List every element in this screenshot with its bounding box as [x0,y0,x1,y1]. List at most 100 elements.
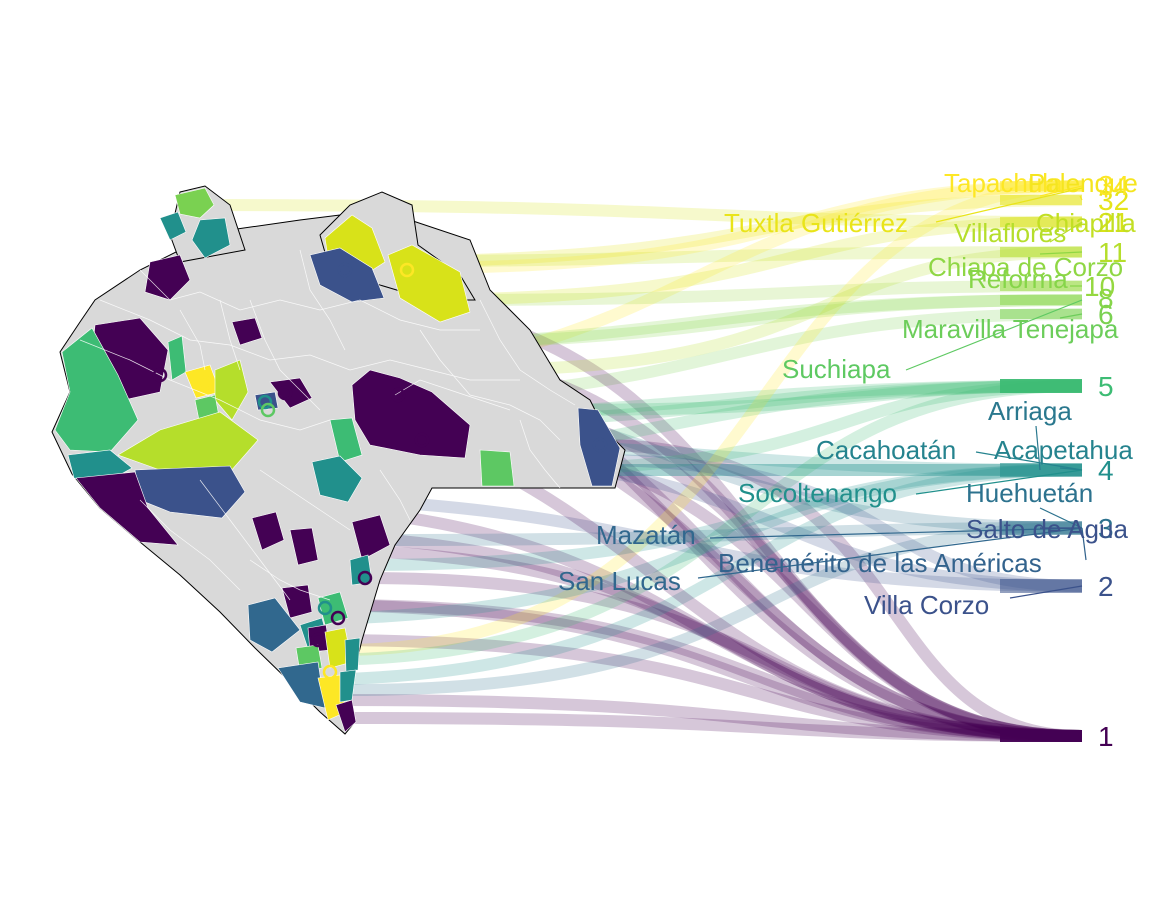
flow-ribbon [344,194,1083,268]
flow-ribbon [469,246,1083,376]
municipality-region [329,417,363,463]
flow-ribbon [264,464,1083,626]
count-label: 5 [1098,371,1114,402]
centroid-marker [257,394,273,410]
flow-ribbon [419,280,1083,306]
municipality-label: Villaflores [954,218,1066,248]
count-label: 8 [1098,283,1114,314]
municipality-label: Socoltenango [738,478,897,508]
municipality-region [281,584,313,619]
municipality-region [289,527,319,566]
flow-ribbon [599,439,1083,742]
flow-ribbon [404,180,1083,274]
count-label: 32 [1098,185,1129,216]
count-label: 21 [1098,207,1129,238]
flow-ribbon [339,180,1083,656]
flow-ribbon [344,712,1083,742]
leader-line [1039,185,1083,197]
leader-line [905,299,1083,371]
leader-line [1079,195,1083,201]
municipality-region [251,511,285,551]
leader-line [1049,221,1083,243]
leader-line [975,451,1083,471]
centroid-markers [152,262,608,680]
municipality-region [577,407,621,487]
municipality-region [349,554,373,586]
flow-ribbon [349,522,1083,696]
municipality-label: Mazatán [596,520,696,550]
count-label: 6 [1098,299,1114,330]
municipality-region [247,597,301,653]
municipality-label: Maravilla Tenejapa [902,314,1119,344]
count-label: 2 [1098,571,1114,602]
municipality-region [311,455,363,503]
municipality-label: Cacahoatán [816,435,956,465]
leader-line [1039,251,1083,255]
flow-ribbon [364,572,1083,742]
flow-ribbon [311,380,1083,666]
flow-ribbon [299,599,1083,742]
flow-ribbon [299,544,1083,742]
municipality-region [479,449,515,487]
leader-line [709,527,1083,539]
municipality-label: San Lucas [558,566,681,596]
flow-ribbon [369,522,1083,546]
count-label: 34 [1098,170,1129,201]
municipality-region [317,591,349,626]
leader-line [1009,585,1083,599]
centroid-marker [197,375,213,391]
flow-ribbon [264,529,1083,742]
centroid-marker [337,262,353,278]
centroid-marker [357,570,373,586]
flow-ribbon [399,216,1083,306]
leader-line [915,469,1083,495]
count-label: 4 [1098,455,1114,486]
municipality-label: Villa Corzo [864,590,989,620]
centroid-marker [260,402,276,418]
municipality-region [351,514,391,561]
flow-ribbon [329,694,1083,742]
municipality-label: Acapetahua [994,435,1133,465]
municipality-label: Salto de Agua [966,514,1128,544]
leader-line [1081,527,1087,561]
centroid-marker [310,632,326,648]
municipality-borders [79,249,576,601]
municipality-region [231,317,263,346]
flow-ribbon [317,634,1083,742]
label-leader-lines [697,185,1087,599]
municipality-region [344,637,361,673]
centroid-marker [330,610,346,626]
centroid-marker [414,432,430,448]
municipality-label: Suchiapa [782,354,891,384]
leader-line [1039,507,1083,529]
municipality-region [159,211,187,241]
centroid-marker [152,367,168,383]
municipality-label: Tapachula [944,168,1063,198]
municipality-label: Reforma [968,264,1068,294]
count-label: 3 [1098,513,1114,544]
centroid-marker [399,262,415,278]
municipality-region [277,661,326,709]
leader-line [1059,467,1083,471]
municipality-region [75,471,179,546]
municipality-label: Benemérito de las Américas [718,548,1042,578]
centroid-marker [592,437,608,453]
centroid-marker [317,600,333,616]
chiapas-state-map [51,185,626,735]
municipality-region [144,254,191,301]
municipality-label: Tuxtla Gutiérrez [724,208,908,238]
municipality-region [191,217,231,259]
municipality-label: Arriaga [988,396,1072,426]
count-label: 11 [1098,237,1127,268]
centroid-marker [322,664,338,680]
municipality-region [335,699,357,733]
municipality-region [351,369,471,459]
flow-ribbon [359,464,1083,571]
count-label: 1 [1098,721,1114,752]
centroid-marker [390,387,406,403]
flow-ribbon [329,599,1083,742]
centroid-marker [277,385,293,401]
